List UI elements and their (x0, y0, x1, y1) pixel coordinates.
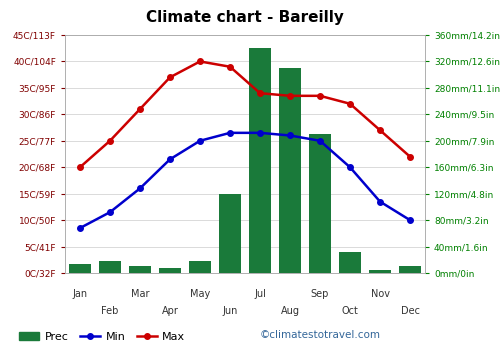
Bar (339, 252, 361, 273)
Bar (219, 194, 241, 273)
Bar (189, 261, 211, 273)
Bar (249, 48, 271, 273)
Bar (159, 268, 181, 273)
Text: Mar: Mar (131, 289, 149, 299)
Text: Jan: Jan (72, 289, 88, 299)
Text: Jun: Jun (222, 306, 238, 316)
Text: May: May (190, 289, 210, 299)
Text: Dec: Dec (400, 306, 419, 316)
Legend: Prec, Min, Max: Prec, Min, Max (15, 328, 190, 346)
Text: Aug: Aug (280, 306, 299, 316)
Bar (69, 264, 91, 273)
Bar (129, 266, 151, 273)
Text: Oct: Oct (342, 306, 358, 316)
Text: Jul: Jul (254, 289, 266, 299)
Text: Nov: Nov (370, 289, 390, 299)
Bar (399, 266, 421, 273)
Bar (99, 261, 121, 273)
Text: Apr: Apr (162, 306, 178, 316)
Text: Sep: Sep (311, 289, 329, 299)
Bar (369, 270, 391, 273)
Text: ©climatestotravel.com: ©climatestotravel.com (260, 329, 381, 340)
Title: Climate chart - Bareilly: Climate chart - Bareilly (146, 10, 344, 25)
Bar (309, 134, 331, 273)
Bar (279, 68, 301, 273)
Text: Feb: Feb (102, 306, 118, 316)
